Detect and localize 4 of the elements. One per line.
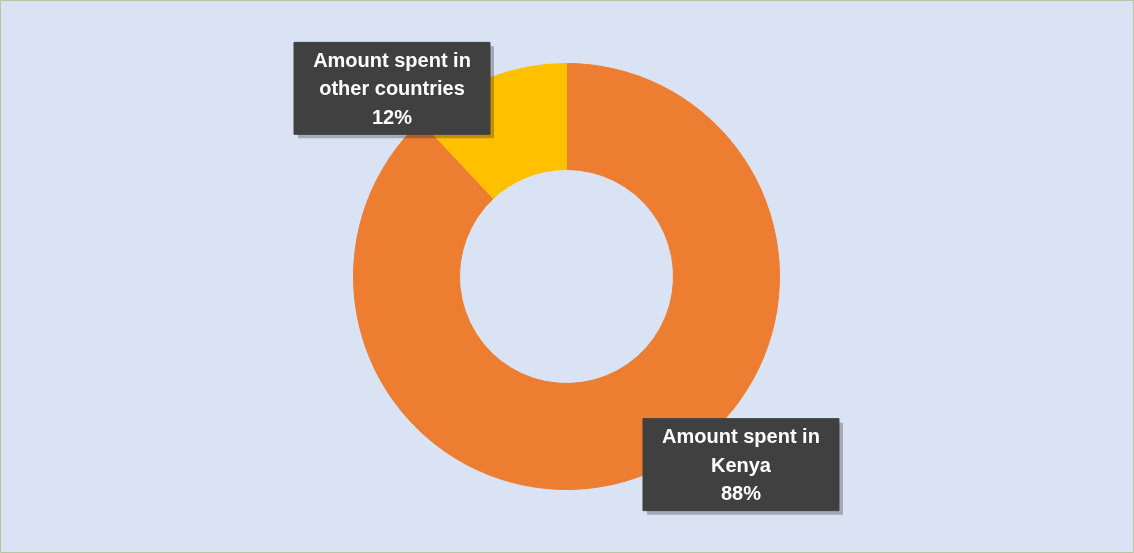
slice-label: Amount spent in Kenya	[662, 425, 820, 476]
data-label: 12%	[372, 105, 413, 128]
data-label: 88%	[720, 482, 762, 505]
slice-label: Amount spent in other countries	[313, 48, 471, 100]
